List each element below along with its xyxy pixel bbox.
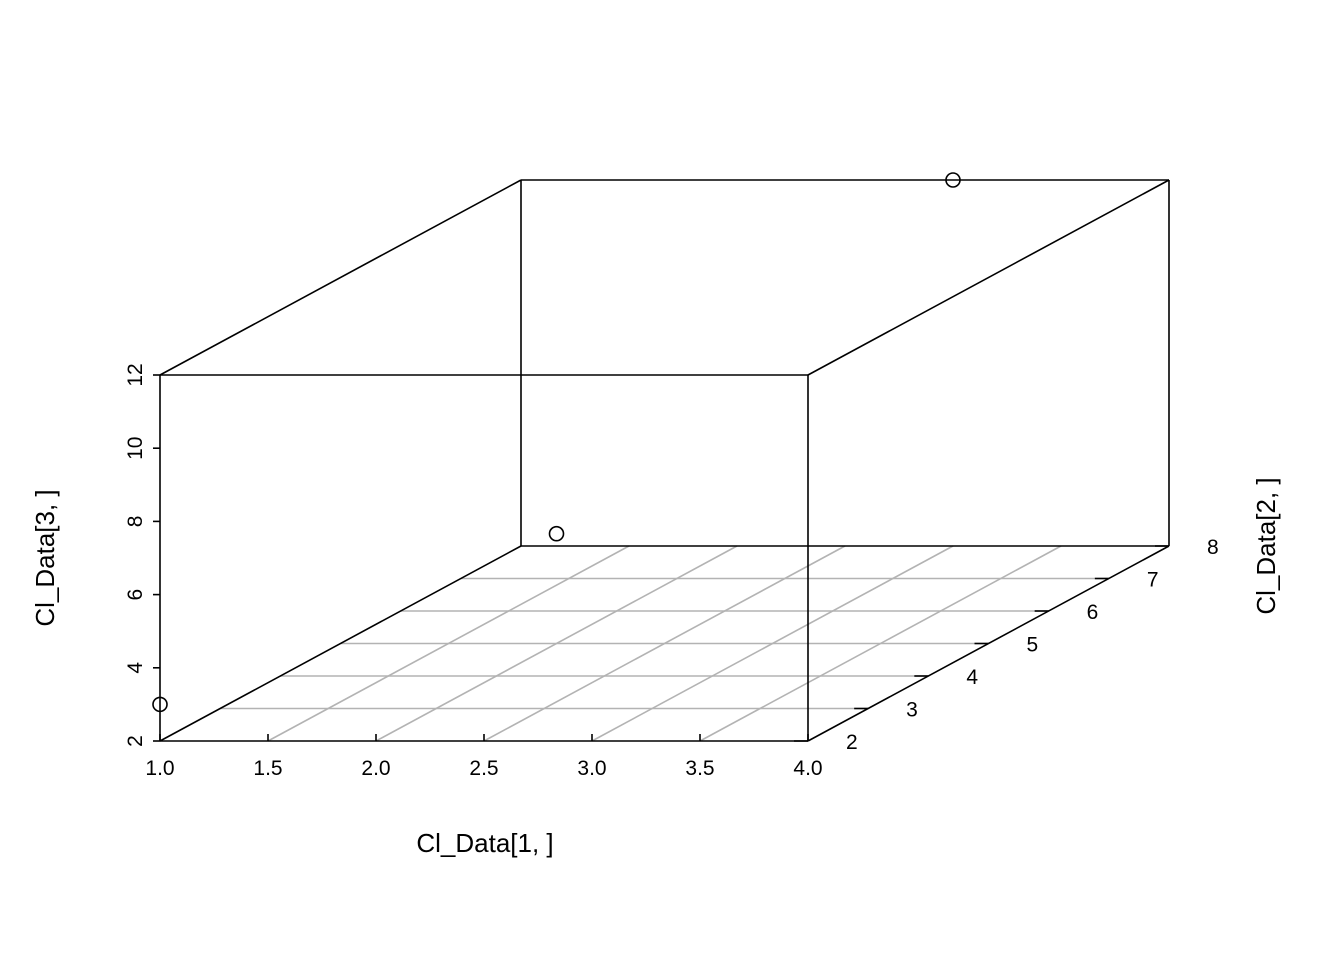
x-tick-label: 3.5 <box>685 757 714 780</box>
data-point <box>548 525 565 542</box>
z-axis-title: Cl_Data[3, ] <box>30 489 60 626</box>
floor-grid <box>220 545 1109 742</box>
x-axis-title: Cl_Data[1, ] <box>416 828 553 858</box>
y-axis-title: Cl_Data[2, ] <box>1251 477 1281 614</box>
box-edge <box>159 179 522 376</box>
z-tick-label: 2 <box>124 735 147 747</box>
box-edge <box>807 179 1170 376</box>
y-tick-label: 2 <box>846 731 858 754</box>
z-tick-label: 4 <box>124 662 147 674</box>
x-tick-label: 1.0 <box>145 757 174 780</box>
y-tick-label: 5 <box>1027 634 1039 657</box>
x-tick-label: 2.0 <box>361 757 390 780</box>
bounding-box <box>159 179 1170 742</box>
y-tick-label: 6 <box>1087 601 1099 624</box>
z-tick-label: 10 <box>124 437 147 460</box>
axis-ticks: 1.0 1.5 2.0 2.5 3.0 3.5 4.0 2 4 6 8 10 12 2 3 4 5 6 7 8 <box>124 363 1219 780</box>
y-tick-label: 3 <box>906 699 918 722</box>
data-point <box>152 696 168 713</box>
x-tick-label: 4.0 <box>793 757 822 780</box>
y-tick-label: 4 <box>966 666 978 689</box>
data-point <box>945 172 961 188</box>
x-tick-label: 2.5 <box>469 757 498 780</box>
x-tick-label: 3.0 <box>577 757 606 780</box>
z-tick-label: 8 <box>124 516 147 528</box>
data-points <box>152 172 961 713</box>
z-tick-label: 6 <box>124 589 147 601</box>
box-edge <box>159 545 522 742</box>
y-tick-label: 7 <box>1147 569 1159 592</box>
x-tick-label: 1.5 <box>253 757 282 780</box>
z-tick-label: 12 <box>124 363 147 386</box>
y-tick-label: 8 <box>1207 536 1219 559</box>
